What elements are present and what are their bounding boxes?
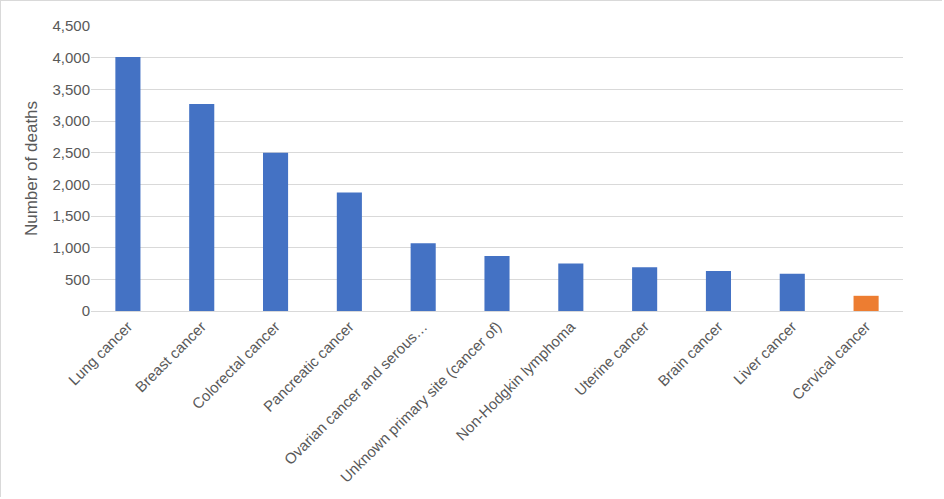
- svg-text:4,500: 4,500: [52, 17, 90, 34]
- svg-text:3,500: 3,500: [52, 81, 90, 98]
- svg-text:Number of deaths: Number of deaths: [22, 101, 41, 236]
- svg-text:Non-Hodgkin lymphoma: Non-Hodgkin lymphoma: [452, 317, 578, 443]
- svg-text:Lung cancer: Lung cancer: [65, 318, 135, 388]
- svg-text:2,500: 2,500: [52, 144, 90, 161]
- svg-text:Colorectal cancer: Colorectal cancer: [188, 318, 283, 413]
- svg-text:1,500: 1,500: [52, 207, 90, 224]
- svg-text:0: 0: [82, 302, 90, 319]
- svg-text:3,000: 3,000: [52, 112, 90, 129]
- svg-text:Cervical cancer: Cervical cancer: [788, 318, 873, 403]
- svg-text:Uterine cancer: Uterine cancer: [571, 318, 652, 399]
- svg-text:4,000: 4,000: [52, 49, 90, 66]
- svg-text:2,000: 2,000: [52, 176, 90, 193]
- svg-text:Pancreatic cancer: Pancreatic cancer: [260, 318, 357, 415]
- svg-text:Brain cancer: Brain cancer: [654, 318, 726, 390]
- svg-text:Unknown primary site (cancer o: Unknown primary site (cancer of): [337, 318, 505, 486]
- svg-text:Ovarian cancer and serous…: Ovarian cancer and serous…: [281, 318, 431, 468]
- svg-text:500: 500: [65, 271, 90, 288]
- svg-text:1,000: 1,000: [52, 239, 90, 256]
- svg-text:Liver cancer: Liver cancer: [730, 318, 800, 388]
- svg-text:Breast cancer: Breast cancer: [132, 318, 209, 395]
